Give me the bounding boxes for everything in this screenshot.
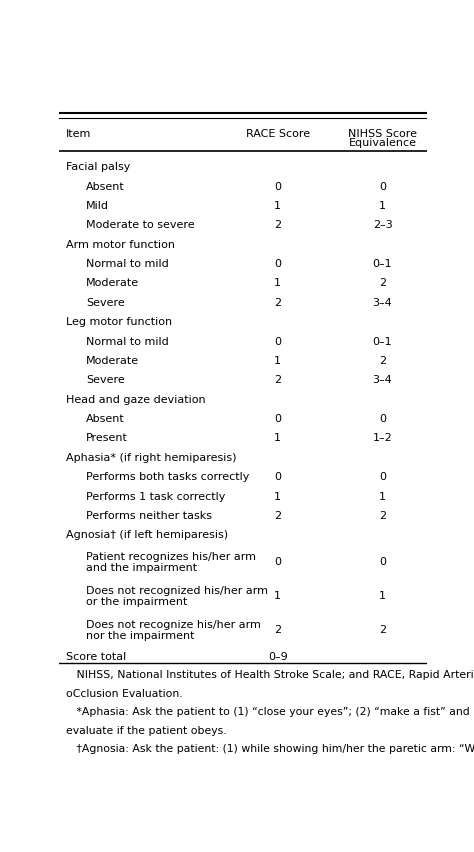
Text: Does not recognize his/her arm: Does not recognize his/her arm [86, 619, 261, 629]
Text: 3–4: 3–4 [373, 297, 392, 308]
Text: 2: 2 [274, 510, 282, 521]
Text: 0–9: 0–9 [268, 652, 288, 661]
Text: Performs both tasks correctly: Performs both tasks correctly [86, 472, 249, 481]
Text: Agnosia† (if left hemiparesis): Agnosia† (if left hemiparesis) [66, 530, 228, 539]
Text: Severe: Severe [86, 297, 125, 308]
Text: 0: 0 [274, 413, 282, 423]
Text: 0: 0 [379, 413, 386, 423]
Text: 1–2: 1–2 [373, 433, 392, 443]
Text: 2: 2 [379, 625, 386, 635]
Text: Leg motor function: Leg motor function [66, 317, 172, 327]
Text: 2: 2 [274, 375, 282, 385]
Text: 1: 1 [274, 433, 282, 443]
Text: Severe: Severe [86, 375, 125, 385]
Text: 1: 1 [274, 355, 282, 366]
Text: Absent: Absent [86, 181, 125, 192]
Text: Performs 1 task correctly: Performs 1 task correctly [86, 491, 226, 501]
Text: 1: 1 [379, 491, 386, 501]
Text: 1: 1 [274, 201, 282, 210]
Text: nor the impairment: nor the impairment [86, 630, 194, 640]
Text: 1: 1 [379, 590, 386, 601]
Text: evaluate if the patient obeys.: evaluate if the patient obeys. [66, 725, 227, 734]
Text: 0: 0 [274, 556, 282, 567]
Text: 1: 1 [274, 590, 282, 601]
Text: RACE Score: RACE Score [246, 129, 310, 139]
Text: Moderate: Moderate [86, 278, 139, 288]
Text: Absent: Absent [86, 413, 125, 423]
Text: 2: 2 [274, 297, 282, 308]
Text: Aphasia* (if right hemiparesis): Aphasia* (if right hemiparesis) [66, 452, 237, 463]
Text: 0: 0 [274, 181, 282, 192]
Text: Moderate: Moderate [86, 355, 139, 366]
Text: Patient recognizes his/her arm: Patient recognizes his/her arm [86, 551, 256, 561]
Text: 0: 0 [274, 337, 282, 346]
Text: 0: 0 [274, 259, 282, 268]
Text: Performs neither tasks: Performs neither tasks [86, 510, 212, 521]
Text: oCclusion Evaluation.: oCclusion Evaluation. [66, 688, 182, 698]
Text: Present: Present [86, 433, 128, 443]
Text: 2: 2 [274, 220, 282, 230]
Text: Item: Item [66, 129, 91, 139]
Text: 1: 1 [274, 278, 282, 288]
Text: Head and gaze deviation: Head and gaze deviation [66, 394, 206, 404]
Text: *Aphasia: Ask the patient to (1) “close your eyes”; (2) “make a fist” and: *Aphasia: Ask the patient to (1) “close … [66, 706, 470, 717]
Text: 2: 2 [379, 510, 386, 521]
Text: Moderate to severe: Moderate to severe [86, 220, 195, 230]
Text: 2: 2 [274, 625, 282, 635]
Text: Score total: Score total [66, 652, 126, 661]
Text: †Agnosia: Ask the patient: (1) while showing him/her the paretic arm: “Whose…: †Agnosia: Ask the patient: (1) while sho… [66, 743, 474, 753]
Text: 2: 2 [379, 278, 386, 288]
Text: 2–3: 2–3 [373, 220, 392, 230]
Text: 0: 0 [379, 472, 386, 481]
Text: and the impairment: and the impairment [86, 562, 197, 572]
Text: 0–1: 0–1 [373, 259, 392, 268]
Text: NIHSS, National Institutes of Health Stroke Scale; and RACE, Rapid Arterial: NIHSS, National Institutes of Health Str… [66, 670, 474, 680]
Text: Does not recognized his/her arm: Does not recognized his/her arm [86, 585, 268, 595]
Text: NIHSS Score: NIHSS Score [348, 129, 417, 139]
Text: 1: 1 [274, 491, 282, 501]
Text: 0: 0 [274, 472, 282, 481]
Text: Mild: Mild [86, 201, 109, 210]
Text: 0: 0 [379, 556, 386, 567]
Text: Normal to mild: Normal to mild [86, 337, 169, 346]
Text: Facial palsy: Facial palsy [66, 162, 130, 172]
Text: 3–4: 3–4 [373, 375, 392, 385]
Text: 1: 1 [379, 201, 386, 210]
Text: or the impairment: or the impairment [86, 596, 187, 606]
Text: Normal to mild: Normal to mild [86, 259, 169, 268]
Text: 0: 0 [379, 181, 386, 192]
Text: Equivalence: Equivalence [348, 138, 417, 148]
Text: 0–1: 0–1 [373, 337, 392, 346]
Text: 2: 2 [379, 355, 386, 366]
Text: Arm motor function: Arm motor function [66, 239, 175, 250]
